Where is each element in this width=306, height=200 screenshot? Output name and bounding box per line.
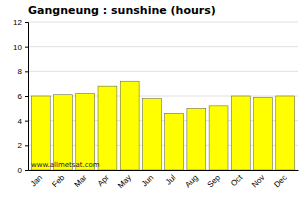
tick-label: 6 bbox=[18, 92, 23, 101]
y-tick: 6 bbox=[18, 92, 28, 101]
y-tick: 8 bbox=[18, 67, 28, 76]
plot: 0 2 4 6 8 10 12 Jan Feb Mar Apr May Jun Jul Aug Sep Oct N… bbox=[13, 18, 298, 190]
x-tick: Mar bbox=[73, 170, 89, 189]
y-tick: 4 bbox=[18, 117, 28, 126]
x-tick: Jan bbox=[29, 170, 44, 189]
tick-label: 10 bbox=[13, 43, 22, 52]
bar bbox=[98, 86, 117, 170]
bar bbox=[54, 95, 73, 170]
tick-mark bbox=[25, 170, 28, 171]
y-tick: 12 bbox=[13, 18, 28, 27]
bars bbox=[31, 81, 294, 170]
grid-line bbox=[28, 71, 298, 72]
y-tick: 2 bbox=[18, 141, 28, 150]
grid-line bbox=[28, 46, 298, 47]
annotation: www.allmetsat.com bbox=[31, 161, 100, 169]
axis-domain bbox=[25, 23, 29, 171]
tick-label: Jan bbox=[29, 173, 44, 188]
title: Gangneung : sunshine (hours) bbox=[28, 4, 216, 17]
tick-label: 8 bbox=[18, 67, 23, 76]
tick-label: Jun bbox=[140, 173, 155, 188]
bar bbox=[142, 98, 161, 170]
x-tick: Jul bbox=[164, 170, 178, 187]
bar bbox=[31, 96, 50, 170]
tick-label: 12 bbox=[13, 18, 22, 27]
bar bbox=[187, 108, 206, 170]
tick-label: Sep bbox=[206, 173, 223, 190]
tick-label: Feb bbox=[50, 173, 67, 190]
tick-mark bbox=[25, 47, 28, 48]
x-tick: Oct bbox=[229, 170, 245, 188]
x-tick: Dec bbox=[272, 170, 288, 189]
x-tick: Feb bbox=[50, 170, 67, 189]
y-tick: 10 bbox=[13, 43, 28, 52]
tick-mark bbox=[25, 22, 28, 23]
tick-label: Nov bbox=[250, 173, 266, 189]
tick-label: Oct bbox=[229, 172, 245, 188]
tick-label: 4 bbox=[18, 117, 23, 126]
grid-line bbox=[28, 22, 298, 23]
bar bbox=[231, 96, 250, 170]
bar bbox=[276, 96, 295, 170]
x-tick: Jun bbox=[140, 170, 155, 189]
bar bbox=[165, 113, 184, 170]
tick-label: May bbox=[116, 173, 133, 190]
tick-mark bbox=[25, 96, 28, 97]
y-axis: 0 2 4 6 8 10 12 bbox=[13, 18, 28, 175]
x-axis: Jan Feb Mar Apr May Jun Jul Aug Sep Oct Nov Dec bbox=[29, 170, 299, 190]
x-tick: Nov bbox=[250, 170, 266, 189]
grid bbox=[28, 22, 298, 170]
x-tick: Apr bbox=[96, 170, 111, 188]
tick-label: Mar bbox=[73, 173, 89, 189]
tick-label: Aug bbox=[183, 173, 199, 189]
bar bbox=[76, 94, 95, 170]
tick-label: 0 bbox=[18, 166, 23, 175]
tick-label: Dec bbox=[272, 173, 288, 189]
axis-domain bbox=[29, 170, 299, 171]
x-tick: May bbox=[116, 170, 133, 190]
chart: 0 2 4 6 8 10 12 Jan Feb Mar Apr May Jun Jul Aug Sep Oct N… bbox=[0, 0, 306, 200]
tick-label: Jul bbox=[164, 173, 178, 187]
tick-mark bbox=[25, 145, 28, 146]
bar bbox=[209, 106, 228, 170]
x-tick: Sep bbox=[206, 170, 223, 189]
tick-mark bbox=[25, 71, 28, 72]
x-tick: Aug bbox=[183, 170, 199, 189]
bar bbox=[120, 81, 139, 170]
tick-label: Apr bbox=[96, 173, 111, 188]
tick-label: 2 bbox=[18, 141, 23, 150]
y-tick: 0 bbox=[18, 166, 28, 175]
tick-mark bbox=[25, 121, 28, 122]
bar bbox=[254, 97, 273, 170]
